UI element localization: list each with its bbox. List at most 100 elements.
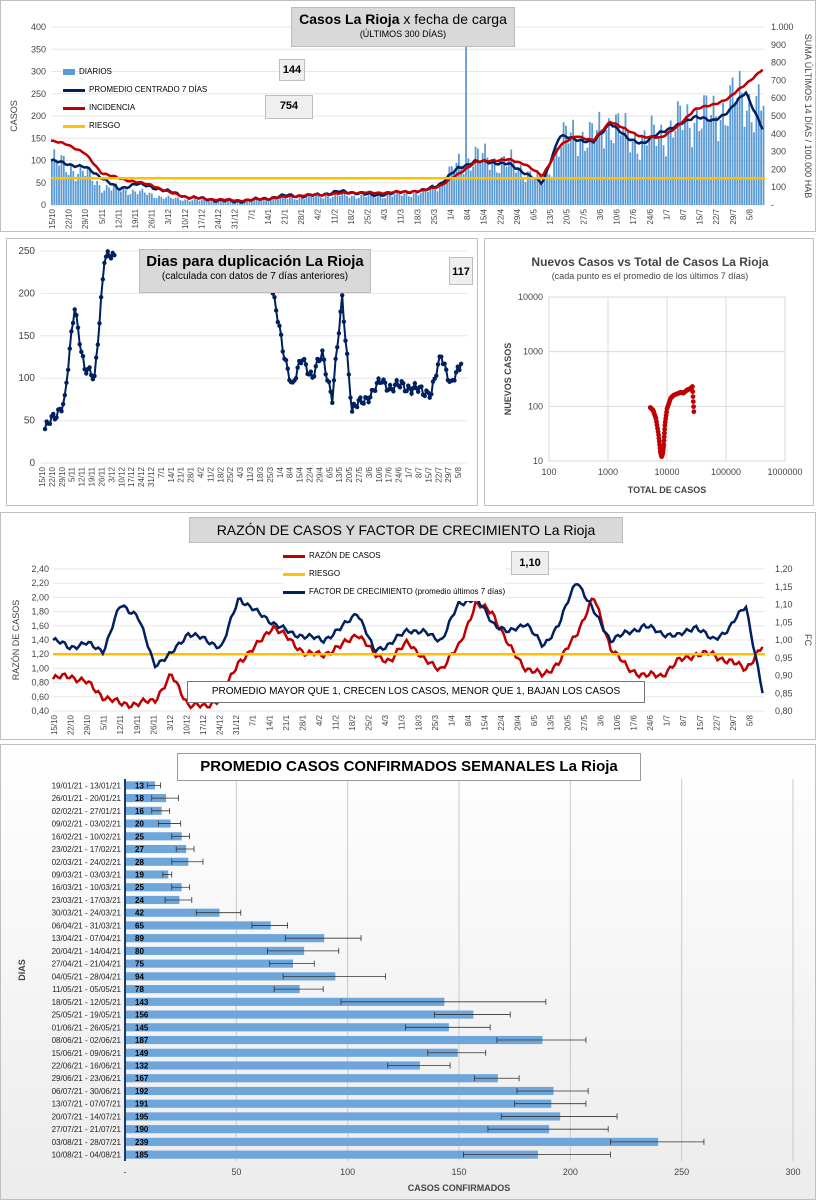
weekly-bar-23	[126, 1074, 498, 1083]
y-tick-label-4: 200	[31, 111, 46, 121]
daily-bar	[222, 201, 225, 205]
y-tick-label-1: 0,60	[31, 692, 49, 702]
y-right-tick-label-1: 0,85	[775, 688, 793, 698]
weekly-bar-15	[126, 972, 336, 981]
doubling-point	[341, 319, 347, 324]
doubling-point	[425, 390, 431, 395]
daily-bar	[738, 70, 741, 205]
daily-bar	[505, 166, 508, 205]
category-label-20: 08/06/21 - 02/06/21	[52, 1036, 122, 1045]
weekly-average-title-box: PROMEDIO CASOS CONFIRMADOS SEMANALES La …	[177, 753, 641, 781]
x-tick-label-29: 6/5	[530, 208, 539, 220]
daily-bar	[493, 158, 496, 205]
doubling-point	[409, 391, 414, 396]
daily-bar	[605, 130, 608, 205]
doubling-point	[70, 320, 76, 326]
daily-bar	[148, 192, 151, 205]
daily-bar	[676, 101, 679, 205]
daily-bar	[653, 124, 655, 205]
daily-bar	[512, 160, 515, 205]
x-tick-label-28: 29/4	[514, 714, 523, 730]
daily-bar	[588, 122, 591, 205]
doubling-point	[308, 369, 314, 374]
category-label-6: 02/03/21 - 24/02/21	[52, 858, 122, 867]
growth-factor-line	[52, 582, 764, 694]
y-right-tick-label-2: 0,90	[775, 671, 793, 681]
daily-bar	[248, 199, 251, 205]
daily-bar	[655, 145, 658, 205]
x-tick-label-3: 5/11	[100, 714, 109, 730]
daily-bar	[750, 122, 753, 205]
doubling-point	[349, 409, 355, 414]
daily-bar	[381, 198, 384, 205]
doubling-point	[64, 380, 69, 385]
data-label-27: 190	[135, 1125, 149, 1134]
daily-bar	[79, 164, 82, 205]
data-label-10: 42	[135, 909, 144, 918]
daily-bar	[186, 199, 189, 205]
y-right-tick-label-9: 900	[771, 40, 786, 50]
x-tick-label-0: 15/10	[50, 714, 59, 735]
daily-bar	[691, 147, 694, 205]
daily-bar	[212, 201, 215, 205]
daily-bar	[717, 141, 720, 205]
daily-bar	[719, 119, 722, 205]
weekly-bar-25	[126, 1099, 552, 1108]
y-right-tick-label-5: 500	[771, 111, 786, 121]
x-tick-label-13: 14/1	[264, 208, 273, 224]
x-tick-label-42: 5/8	[454, 466, 463, 478]
daily-cases-callout-1: 144	[279, 59, 305, 81]
y-right-tick-label-6: 600	[771, 93, 786, 103]
x-tick-label-13: 14/1	[265, 714, 274, 730]
daily-bar	[424, 189, 427, 205]
daily-bar	[327, 195, 329, 205]
weekly-average-chart-panel: - 50 100 150 200 250 300 CASOS CONFIRMADOS DIAS 1…	[0, 744, 816, 1200]
doubling-point	[444, 367, 449, 372]
doubling-point	[89, 372, 94, 378]
daily-bar	[379, 195, 382, 205]
daily-bar	[391, 196, 394, 205]
x-tick-label-11: 31/12	[147, 466, 156, 487]
x-tick-label-28: 29/4	[315, 466, 324, 482]
doubling-point	[373, 388, 378, 394]
daily-bar	[393, 194, 396, 205]
data-label-20: 187	[135, 1036, 149, 1045]
doubling-point	[394, 378, 399, 383]
daily-bar	[177, 197, 179, 205]
x-tick-label-27: 22/4	[496, 208, 505, 224]
y-right-tick-label-4: 1,00	[775, 635, 793, 645]
x-axis-label: CASOS CONFIRMADOS	[408, 1183, 511, 1193]
data-label-15: 94	[135, 972, 144, 981]
category-label-13: 20/04/21 - 14/04/21	[52, 947, 122, 956]
daily-bar	[260, 199, 263, 205]
daily-bar	[262, 198, 265, 205]
daily-bar	[612, 143, 615, 205]
daily-bar	[522, 177, 525, 205]
y-tick-label-6: 1,60	[31, 621, 49, 631]
y-right-tick-label-10: 1.000	[771, 22, 794, 32]
x-tick-label-19: 25/2	[226, 466, 235, 482]
daily-bar	[72, 170, 75, 205]
x-tick-label-31: 20/5	[563, 208, 572, 224]
y-axis-label: DIAS	[17, 959, 27, 981]
category-label-11: 06/04/21 - 31/03/21	[52, 921, 122, 930]
daily-bar	[477, 148, 479, 205]
daily-bar	[362, 195, 365, 205]
daily-bar	[96, 181, 99, 205]
x-tick-label-23: 25/3	[430, 208, 439, 224]
case-ratio-chart-panel: 0,40 0,60 0,80 1,00 1,20 1,40 1,60 1,80 2,00 2,20…	[0, 512, 816, 740]
daily-bar	[388, 194, 391, 205]
doubling-point	[407, 386, 413, 391]
daily-bar	[277, 199, 279, 205]
y-tick-label-1: 50	[36, 178, 46, 188]
daily-bar	[446, 180, 448, 205]
daily-bar	[657, 136, 660, 205]
daily-bar	[127, 194, 129, 205]
x-tick-label-23: 25/3	[266, 466, 275, 482]
daily-bar	[693, 122, 696, 205]
x-tick-label-39: 15/7	[696, 714, 705, 730]
daily-bar	[641, 136, 644, 205]
daily-bar	[610, 139, 613, 205]
doubling-point	[278, 332, 284, 338]
x-tick-label-20: 4/3	[236, 466, 245, 478]
